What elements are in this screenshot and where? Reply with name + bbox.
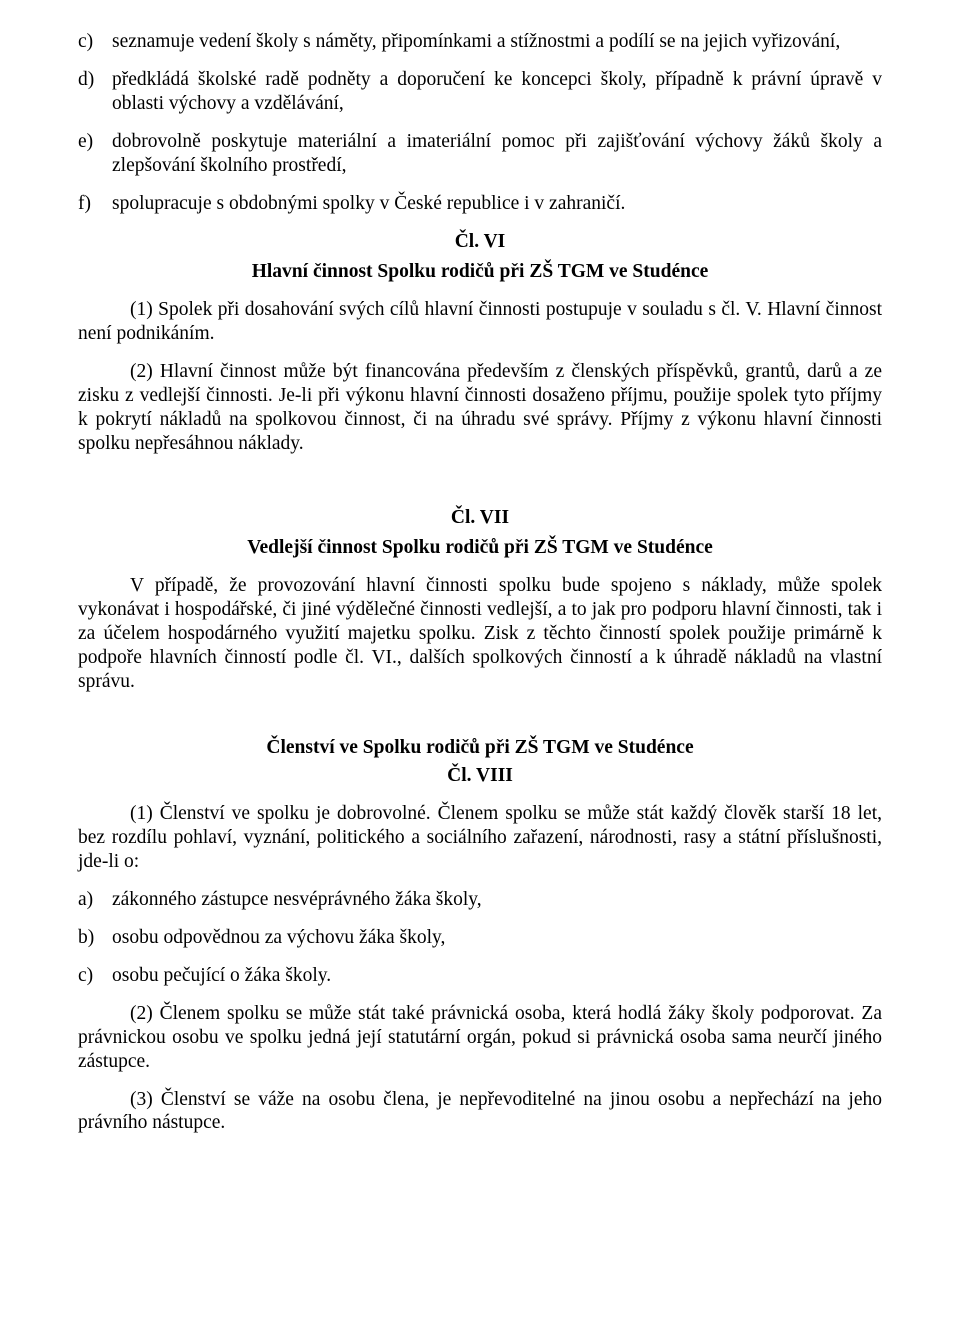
article-viii-para-3: (3) Členství se váže na osobu člena, je … [78, 1088, 882, 1136]
list-item: b) osobu odpovědnou za výchovu žáka škol… [78, 926, 882, 950]
list-item: e) dobrovolně poskytuje materiální a ima… [78, 130, 882, 178]
article-vi-para-1: (1) Spolek při dosahování svých cílů hla… [78, 298, 882, 346]
list-item: c) seznamuje vedení školy s náměty, přip… [78, 30, 882, 54]
list-body-a: zákonného zástupce nesvéprávného žáka šk… [112, 888, 882, 912]
article-vi-number: Čl. VI [78, 230, 882, 254]
article-vi-para-2: (2) Hlavní činnost může být financována … [78, 360, 882, 456]
article-vii-title: Vedlejší činnost Spolku rodičů při ZŠ TG… [78, 536, 882, 560]
list-item: d) předkládá školské radě podněty a dopo… [78, 68, 882, 116]
list-body-f: spolupracuje s obdobnými spolky v České … [112, 192, 882, 216]
list-marker-c: c) [78, 30, 112, 54]
spacer [78, 470, 882, 498]
list-item: a) zákonného zástupce nesvéprávného žáka… [78, 888, 882, 912]
list-item: f) spolupracuje s obdobnými spolky v Čes… [78, 192, 882, 216]
list-body-e: dobrovolně poskytuje materiální a imater… [112, 130, 882, 178]
document-page: c) seznamuje vedení školy s náměty, přip… [0, 0, 960, 1323]
article-viii-para-1: (1) Členství ve spolku je dobrovolné. Čl… [78, 802, 882, 874]
article-vi-title: Hlavní činnost Spolku rodičů při ZŠ TGM … [78, 260, 882, 284]
list-body-b: osobu odpovědnou za výchovu žáka školy, [112, 926, 882, 950]
section-title-membership: Členství ve Spolku rodičů při ZŠ TGM ve … [78, 736, 882, 760]
list-item: c) osobu pečující o žáka školy. [78, 964, 882, 988]
article-viii-number: Čl. VIII [78, 764, 882, 788]
article-viii-para-2: (2) Členem spolku se může stát také práv… [78, 1002, 882, 1074]
list-marker-f: f) [78, 192, 112, 216]
article-vii-number: Čl. VII [78, 506, 882, 530]
list-body-c2: osobu pečující o žáka školy. [112, 964, 882, 988]
list-marker-e: e) [78, 130, 112, 178]
list-body-d: předkládá školské radě podněty a doporuč… [112, 68, 882, 116]
article-vii-para-1: V případě, že provozování hlavní činnost… [78, 574, 882, 694]
list-body-c: seznamuje vedení školy s náměty, připomí… [112, 30, 882, 54]
list-marker-a: a) [78, 888, 112, 912]
list-marker-b: b) [78, 926, 112, 950]
spacer [78, 708, 882, 736]
list-marker-d: d) [78, 68, 112, 116]
list-marker-c2: c) [78, 964, 112, 988]
